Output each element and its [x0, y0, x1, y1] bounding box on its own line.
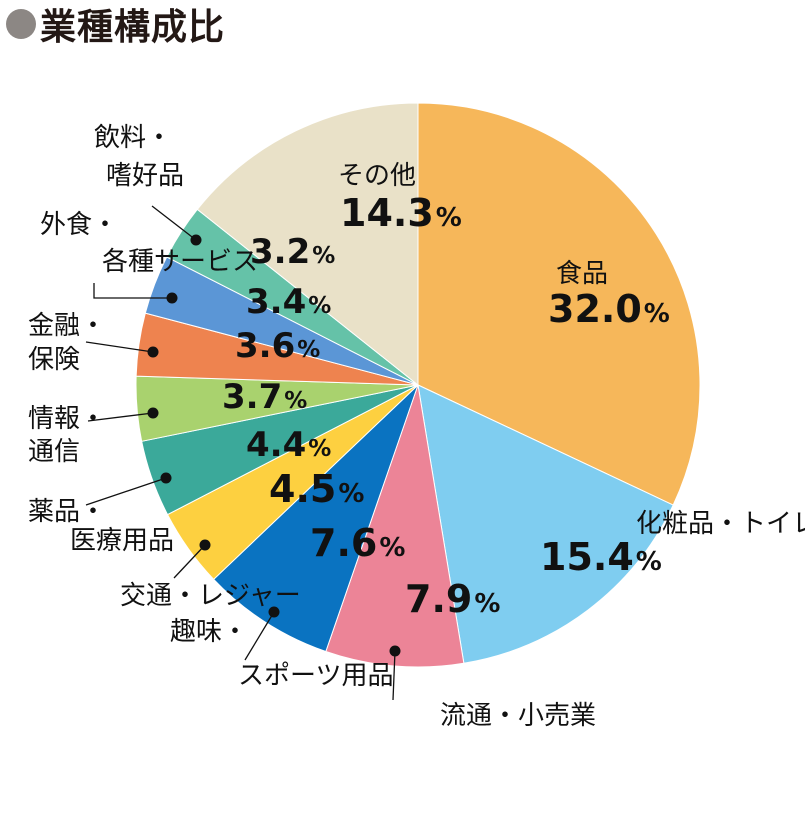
slice-category-label: 各種サービス: [102, 247, 258, 277]
slice-category-label: 通信: [28, 437, 80, 467]
leader-line: [392, 650, 396, 701]
slice-category-label: 趣味・: [170, 617, 248, 647]
chart-title-text: 業種構成比: [40, 7, 226, 48]
slice-category-label: スポーツ用品: [238, 661, 393, 691]
slice-value-label: 7.6%: [310, 521, 405, 565]
leader-dot: [160, 472, 172, 484]
leader-dot: [147, 346, 159, 358]
pie-slices: [135, 102, 701, 668]
leader-dot: [147, 407, 159, 419]
leader-line: [244, 611, 275, 661]
slice-category-label: 化粧品・トイレタリー: [636, 509, 805, 539]
slice-value-label: 3.4%: [246, 282, 331, 322]
leader-line: [151, 205, 197, 241]
slice-category-label: 嗜好品: [106, 161, 184, 191]
slice-category-label: 交通・レジャー: [120, 581, 301, 611]
slice-category-label: 保険: [28, 345, 80, 375]
pie-slice: [212, 384, 419, 653]
slice-value-label: 4.4%: [246, 425, 331, 465]
leader-dot: [268, 606, 280, 618]
slice-category-label: 流通・小売業: [440, 701, 596, 731]
pie-slice: [417, 102, 701, 506]
leader-line: [85, 341, 154, 353]
slice-value-label: 32.0%: [548, 287, 670, 331]
leader-line: [173, 544, 206, 579]
slice-category-label: 情報・: [28, 404, 106, 434]
slice-value-label: 14.3%: [340, 191, 462, 235]
slice-value-label: 15.4%: [540, 535, 662, 579]
slice-category-label: その他: [338, 161, 416, 191]
leader-dot: [190, 234, 202, 246]
title-bullet-icon: [6, 9, 36, 39]
slice-category-label: 薬品・: [28, 497, 106, 527]
slice-category-label: 飲料・: [94, 123, 172, 153]
leader-line: [93, 283, 172, 299]
leader-dot: [389, 645, 401, 657]
pie-slice: [417, 384, 674, 664]
slice-category-label: 医療用品: [70, 526, 174, 556]
leader-line: [85, 477, 167, 506]
slice-category-label: 食品: [556, 259, 608, 289]
slice-value-label: 3.6%: [235, 326, 320, 366]
leader-dot: [199, 539, 211, 551]
chart-title: 業種構成比: [6, 0, 225, 48]
pie-labels: 32.0%食品 15.4%化粧品・トイレタリー 7.9% 流通・小売業 7.6% 趣味・ス…: [28, 123, 805, 731]
slice-category-label: 金融・: [28, 311, 106, 341]
pie-slice: [196, 102, 419, 387]
leader-line: [87, 412, 154, 422]
slice-category-label: 外食・: [40, 210, 118, 240]
leader-dot: [166, 292, 178, 304]
slice-value-label: 4.5%: [269, 467, 364, 511]
slice-value-label: 3.7%: [222, 377, 307, 417]
slice-value-label: 7.9%: [405, 577, 500, 621]
slice-value-label: 3.2%: [250, 232, 335, 272]
